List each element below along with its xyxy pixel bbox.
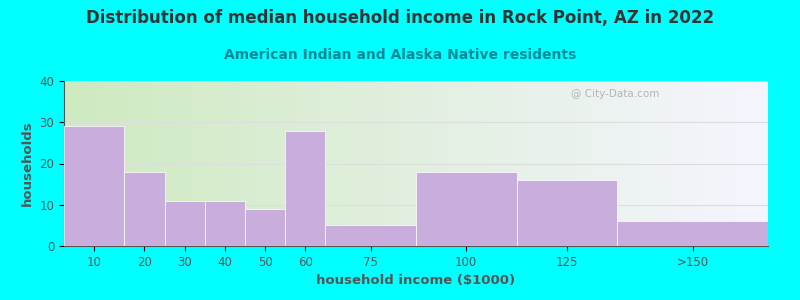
Y-axis label: households: households bbox=[21, 121, 34, 206]
X-axis label: household income ($1000): household income ($1000) bbox=[317, 274, 515, 287]
Text: @ City-Data.com: @ City-Data.com bbox=[571, 89, 659, 99]
Bar bbox=[416, 172, 517, 246]
Text: American Indian and Alaska Native residents: American Indian and Alaska Native reside… bbox=[224, 48, 576, 62]
Bar bbox=[517, 180, 617, 246]
Bar bbox=[617, 221, 768, 246]
Bar bbox=[124, 172, 165, 246]
Bar bbox=[245, 209, 286, 246]
Bar bbox=[286, 130, 326, 246]
Bar bbox=[326, 225, 416, 246]
Text: Distribution of median household income in Rock Point, AZ in 2022: Distribution of median household income … bbox=[86, 9, 714, 27]
Bar bbox=[165, 201, 205, 246]
Bar bbox=[64, 126, 124, 246]
Bar bbox=[205, 201, 245, 246]
